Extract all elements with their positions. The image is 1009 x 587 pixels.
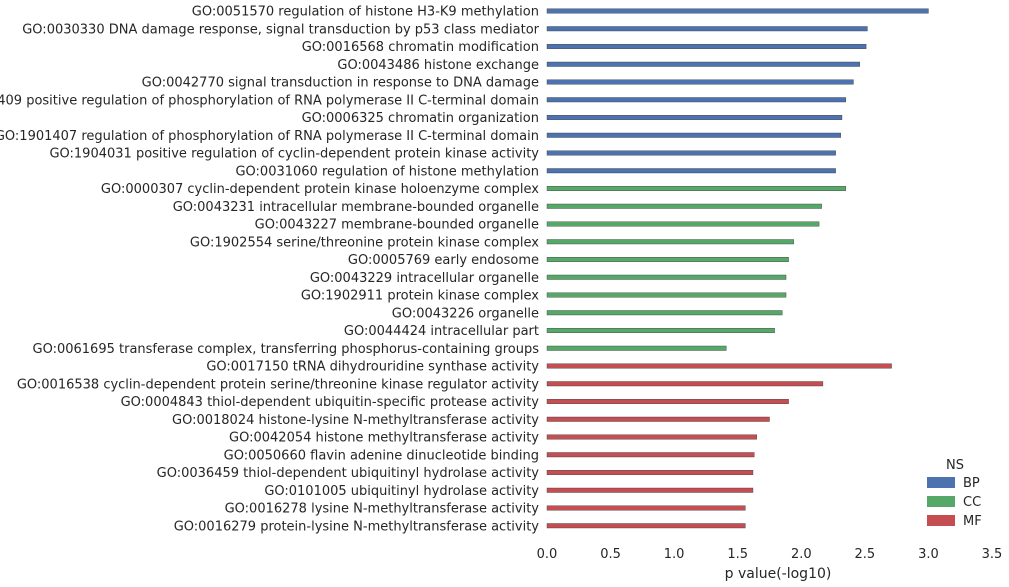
category-label: GO:0030330 DNA damage response, signal t… xyxy=(22,22,539,37)
category-label: GO:0016278 lysine N-methyltransferase ac… xyxy=(225,502,540,517)
category-label: GO:0043486 histone exchange xyxy=(337,58,539,73)
legend-entries: BP CC MF xyxy=(927,476,982,529)
legend-swatch-cc xyxy=(927,496,955,507)
bar-cc xyxy=(546,274,787,280)
legend-label-mf: MF xyxy=(963,514,982,529)
category-label: GO:1901407 regulation of phosphorylation… xyxy=(0,129,539,144)
legend: NS BP CC MF xyxy=(927,458,982,529)
category-label: GO:0043229 intracellular organelle xyxy=(310,271,539,286)
category-label: GO:0042054 histone methyltransferase act… xyxy=(229,431,539,446)
category-label: GO:0005769 early endosome xyxy=(348,253,539,268)
category-label: GO:0016568 chromatin modification xyxy=(302,40,539,55)
bar-mf xyxy=(546,416,770,422)
bar-mf xyxy=(546,363,892,369)
category-label: GO:1904031 positive regulation of cyclin… xyxy=(49,147,539,162)
bar-mf xyxy=(546,487,754,493)
legend-swatch-mf xyxy=(927,515,955,526)
legend-title: NS xyxy=(946,458,964,473)
bar-bp xyxy=(546,132,841,138)
bar-bp xyxy=(546,26,868,32)
bar-bp xyxy=(546,44,867,49)
category-label: GO:0018024 histone-lysine N-methyltransf… xyxy=(172,413,539,428)
x-tick-label: 2.0 xyxy=(791,547,812,562)
x-axis: 0.0 0.5 1.0 1.5 2.0 2.5 3.0 3.5 xyxy=(537,547,1003,562)
category-label: GO:0004843 thiol-dependent ubiquitin-spe… xyxy=(121,395,540,410)
bar-bp xyxy=(546,115,843,120)
bar-cc xyxy=(546,292,787,298)
category-label: GO:0051570 regulation of histone H3-K9 m… xyxy=(192,5,539,20)
bar-mf xyxy=(546,381,824,387)
x-tick-label: 0.0 xyxy=(537,547,558,562)
category-label: GO:0031060 regulation of histone methyla… xyxy=(235,164,539,179)
bar-cc xyxy=(546,257,789,262)
category-label: GO:0043227 membrane-bounded organelle xyxy=(255,218,539,233)
category-label: GO:1902911 protein kinase complex xyxy=(301,289,539,304)
bar-bp xyxy=(546,8,929,14)
bar-mf xyxy=(546,470,754,475)
bar-bp xyxy=(546,168,836,174)
bar-bp xyxy=(546,61,860,67)
category-label: GO:1902554 serine/threonine protein kina… xyxy=(190,235,539,250)
bar-mf xyxy=(546,434,757,440)
bar-mf xyxy=(546,399,789,404)
x-tick-label: 3.0 xyxy=(918,547,939,562)
x-tick-label: 0.5 xyxy=(600,547,621,562)
bar-cc xyxy=(546,186,846,191)
category-label: GO:0016279 protein-lysine N-methyltransf… xyxy=(174,519,540,534)
category-label: GO:0000307 cyclin-dependent protein kina… xyxy=(101,182,539,197)
bar-cc xyxy=(546,221,820,227)
x-tick-label: 3.5 xyxy=(982,547,1003,562)
bar-bp xyxy=(546,150,836,156)
bars-layer xyxy=(546,8,929,529)
bar-mf xyxy=(546,523,746,529)
x-axis-title: p value(-log10) xyxy=(725,566,832,582)
bar-mf xyxy=(546,505,746,511)
category-label: GO:0050660 flavin adenine dinucleotide b… xyxy=(224,448,539,463)
bar-cc xyxy=(546,328,775,333)
category-label: GO:0006325 chromatin organization xyxy=(302,111,539,126)
category-label: GO:0101005 ubiquitinyl hydrolase activit… xyxy=(264,484,539,499)
category-label: GO:0044424 intracellular part xyxy=(344,324,539,339)
bar-cc xyxy=(546,310,783,316)
category-label: GO:0042770 signal transduction in respon… xyxy=(142,76,539,91)
x-tick-label: 2.5 xyxy=(855,547,876,562)
bar-cc xyxy=(546,239,794,245)
category-label: GO:0061695 transferase complex, transfer… xyxy=(33,342,540,357)
legend-label-cc: CC xyxy=(963,495,981,510)
x-tick-label: 1.5 xyxy=(727,547,748,562)
category-label: GO:0016538 cyclin-dependent protein seri… xyxy=(17,377,539,392)
bar-cc xyxy=(546,203,822,209)
bar-cc xyxy=(546,345,727,351)
category-label: GO:0043231 intracellular membrane-bounde… xyxy=(173,200,539,215)
category-label: GO:1901409 positive regulation of phosph… xyxy=(0,93,539,108)
bar-bp xyxy=(546,79,854,85)
bar-bp xyxy=(546,97,846,103)
category-label: GO:0043226 organelle xyxy=(392,306,539,321)
bar-mf xyxy=(546,452,755,458)
category-label: GO:0017150 tRNA dihydrouridine synthase … xyxy=(206,360,539,375)
legend-swatch-bp xyxy=(927,477,955,488)
x-tick-label: 1.0 xyxy=(664,547,685,562)
category-labels: GO:0051570 regulation of histone H3-K9 m… xyxy=(0,5,540,535)
category-label: GO:0036459 thiol-dependent ubiquitinyl h… xyxy=(157,466,540,481)
legend-label-bp: BP xyxy=(963,476,980,491)
